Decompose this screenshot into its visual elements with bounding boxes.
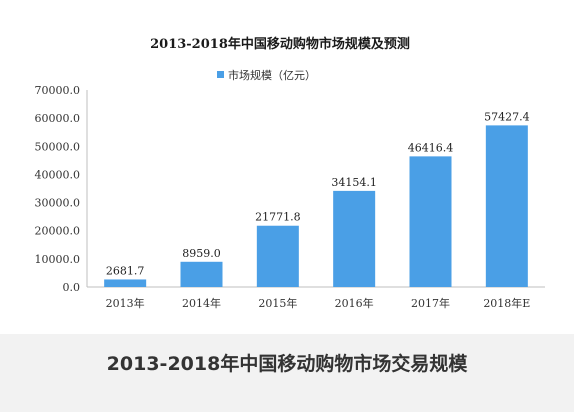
data-label: 21771.8 — [255, 211, 301, 224]
bar — [409, 156, 452, 287]
data-label: 57427.4 — [484, 110, 530, 123]
data-label: 46416.4 — [408, 141, 454, 154]
x-tick-label: 2015年 — [258, 296, 297, 310]
y-tick-label: 60000.0 — [35, 112, 81, 125]
x-axis-ticks: 2013年 2014年 2015年 2016年 2017年 2018年E — [106, 296, 531, 310]
x-tick-label: 2017年 — [411, 296, 450, 310]
legend-swatch — [217, 71, 224, 78]
y-tick-label: 40000.0 — [35, 168, 81, 181]
bar — [485, 125, 528, 287]
y-tick-label: 10000.0 — [35, 253, 81, 266]
x-tick-label: 2013年 — [106, 296, 145, 310]
chart-card: 2013-2018年中国移动购物市场规模及预测 市场规模（亿元） 0.0 1000… — [0, 0, 574, 334]
y-tick-label: 50000.0 — [35, 140, 81, 153]
bar — [256, 225, 299, 287]
y-axis-ticks: 0.0 10000.0 20000.0 30000.0 40000.0 50000.0 60… — [35, 84, 81, 294]
bar — [104, 279, 147, 287]
y-tick-label: 30000.0 — [35, 197, 81, 210]
bars — [104, 125, 528, 287]
y-tick-label: 20000.0 — [35, 225, 81, 238]
bar — [180, 261, 223, 287]
y-tick-label: 0.0 — [63, 281, 81, 294]
figure-caption: 2013-2018年中国移动购物市场交易规模 — [106, 353, 468, 375]
bar — [333, 190, 376, 287]
data-label: 34154.1 — [331, 176, 377, 189]
chart-title: 2013-2018年中国移动购物市场规模及预测 — [150, 36, 410, 52]
legend-label: 市场规模（亿元） — [228, 68, 316, 82]
data-label: 2681.7 — [106, 264, 145, 277]
y-tick-label: 70000.0 — [35, 84, 81, 97]
data-labels: 2681.7 8959.0 21771.8 34154.1 46416.4 57427.4 — [106, 110, 530, 277]
bar-chart: 2013-2018年中国移动购物市场规模及预测 市场规模（亿元） 0.0 1000… — [35, 36, 545, 310]
x-tick-label: 2016年 — [335, 296, 374, 310]
legend: 市场规模（亿元） — [217, 68, 316, 82]
x-tick-label: 2018年E — [483, 296, 530, 310]
data-label: 8959.0 — [182, 247, 221, 260]
x-tick-label: 2014年 — [182, 296, 221, 310]
